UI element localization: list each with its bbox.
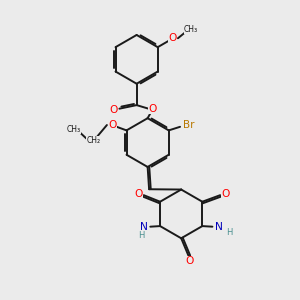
Text: H: H [139, 230, 145, 239]
Text: CH₃: CH₃ [67, 125, 81, 134]
Text: N: N [215, 222, 223, 232]
Text: O: O [221, 189, 230, 199]
Text: O: O [149, 104, 157, 114]
Text: H: H [226, 227, 232, 236]
Text: Br: Br [183, 120, 194, 130]
Text: CH₂: CH₂ [87, 136, 101, 145]
Text: O: O [109, 105, 118, 115]
Text: O: O [134, 189, 142, 199]
Text: CH₃: CH₃ [184, 25, 198, 34]
Text: O: O [186, 256, 194, 266]
Text: O: O [108, 120, 116, 130]
Text: N: N [140, 222, 148, 232]
Text: O: O [168, 33, 177, 43]
